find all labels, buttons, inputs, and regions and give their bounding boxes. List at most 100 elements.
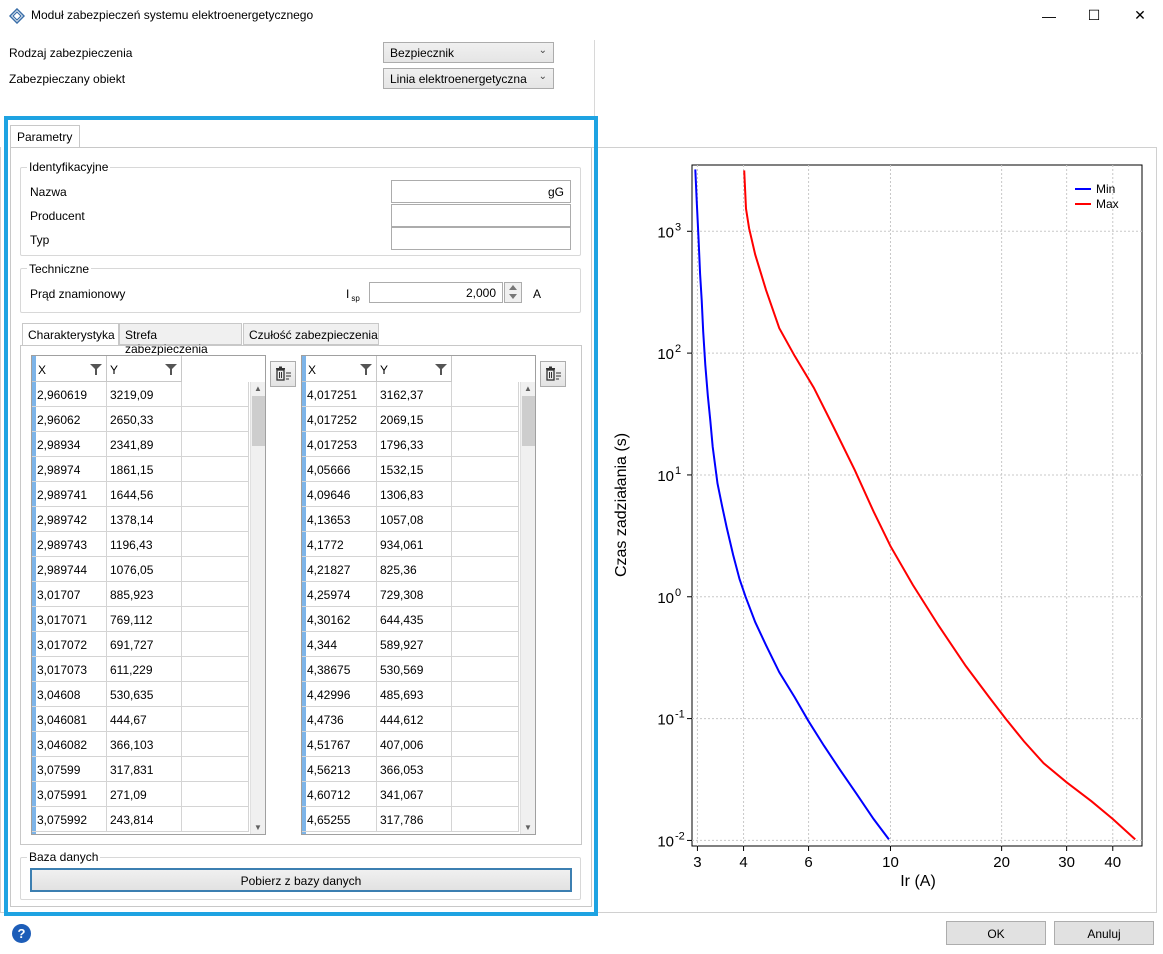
cell-x[interactable]: 4,13653 — [302, 507, 377, 532]
cell-y[interactable]: 444,612 — [377, 707, 452, 732]
cell-x[interactable]: 3,046082 — [32, 732, 107, 757]
cell-x[interactable]: 3,017072 — [32, 632, 107, 657]
cell-x[interactable]: 2,989744 — [32, 557, 107, 582]
table-row[interactable]: 4,60712 341,067 — [302, 782, 519, 807]
table-row[interactable]: 4,344 589,927 — [302, 632, 519, 657]
clear-table-button[interactable] — [540, 361, 566, 387]
clear-table-button[interactable] — [270, 361, 296, 387]
cell-empty[interactable] — [452, 707, 519, 732]
arrow-up-icon[interactable] — [509, 285, 517, 290]
cell-x[interactable]: 4,1772 — [302, 532, 377, 557]
cell-y[interactable]: 366,103 — [107, 732, 182, 757]
tab-characteristic[interactable]: Charakterystyka — [22, 323, 119, 346]
cell-y[interactable]: 2650,33 — [107, 407, 182, 432]
scroll-thumb[interactable] — [522, 396, 535, 446]
cell-x[interactable]: 4,21827 — [302, 557, 377, 582]
close-button[interactable]: ✕ — [1134, 7, 1146, 23]
cell-x[interactable]: 4,4736 — [302, 707, 377, 732]
cell-y[interactable]: 825,36 — [377, 557, 452, 582]
cell-x[interactable]: 3,04608 — [32, 682, 107, 707]
scroll-up-icon[interactable]: ▲ — [254, 384, 262, 393]
cell-y[interactable]: 611,229 — [107, 657, 182, 682]
table-row[interactable]: 4,05666 1532,15 — [302, 457, 519, 482]
cell-x[interactable]: 3,017071 — [32, 607, 107, 632]
table-row[interactable]: 4,017252 2069,15 — [302, 407, 519, 432]
cancel-button[interactable]: Anuluj — [1054, 921, 1154, 945]
table-row[interactable]: 4,09646 1306,83 — [302, 482, 519, 507]
table-row[interactable]: 2,989743 1196,43 — [32, 532, 249, 557]
table-row[interactable]: 3,017072 691,727 — [32, 632, 249, 657]
cell-y[interactable]: 530,569 — [377, 657, 452, 682]
table-row[interactable]: 4,30162 644,435 — [302, 607, 519, 632]
vertical-scrollbar[interactable]: ▲ ▼ — [250, 382, 265, 834]
cell-y[interactable]: 691,727 — [107, 632, 182, 657]
cell-x[interactable]: 4,56213 — [302, 757, 377, 782]
cell-empty[interactable] — [182, 757, 249, 782]
cell-y[interactable]: 366,053 — [377, 757, 452, 782]
cell-x[interactable]: 4,30162 — [302, 607, 377, 632]
cell-y[interactable]: 1196,43 — [107, 532, 182, 557]
column-header-x[interactable]: X — [302, 356, 377, 382]
cell-empty[interactable] — [182, 782, 249, 807]
filter-icon[interactable] — [90, 364, 102, 375]
name-field[interactable]: gG — [391, 180, 571, 203]
arrow-down-icon[interactable] — [509, 294, 517, 299]
cell-y[interactable]: 2069,15 — [377, 407, 452, 432]
cell-x[interactable]: 2,989742 — [32, 507, 107, 532]
tab-sensitivity[interactable]: Czułość zabezpieczenia — [243, 323, 379, 345]
cell-empty[interactable] — [182, 457, 249, 482]
cell-empty[interactable] — [182, 682, 249, 707]
table-row[interactable]: 3,046081 444,67 — [32, 707, 249, 732]
table-row[interactable]: 2,989742 1378,14 — [32, 507, 249, 532]
protection-type-select[interactable]: Bezpiecznik ⌄ — [383, 42, 554, 63]
table-row[interactable]: 4,65255 317,786 — [302, 807, 519, 832]
filter-icon[interactable] — [165, 364, 177, 375]
table-row[interactable]: 3,04608 530,635 — [32, 682, 249, 707]
cell-x[interactable]: 2,98974 — [32, 457, 107, 482]
table-row[interactable]: 4,56213 366,053 — [302, 757, 519, 782]
table-row[interactable]: 2,989741 1644,56 — [32, 482, 249, 507]
cell-x[interactable]: 4,344 — [302, 632, 377, 657]
table-row[interactable]: 4,25974 729,308 — [302, 582, 519, 607]
cell-empty[interactable] — [182, 732, 249, 757]
cell-x[interactable]: 2,989743 — [32, 532, 107, 557]
cell-x[interactable]: 2,98934 — [32, 432, 107, 457]
fetch-from-database-button[interactable]: Pobierz z bazy danych — [30, 868, 572, 892]
cell-empty[interactable] — [452, 657, 519, 682]
cell-y[interactable]: 769,112 — [107, 607, 182, 632]
cell-empty[interactable] — [182, 407, 249, 432]
cell-y[interactable]: 885,923 — [107, 582, 182, 607]
cell-empty[interactable] — [182, 382, 249, 407]
grid-max[interactable]: X Y 4,017251 3162,37 4,017252 2069,15 4,0172… — [301, 355, 536, 835]
cell-empty[interactable] — [452, 682, 519, 707]
cell-x[interactable]: 4,09646 — [302, 482, 377, 507]
cell-y[interactable]: 1532,15 — [377, 457, 452, 482]
cell-y[interactable]: 407,006 — [377, 732, 452, 757]
rated-current-stepper[interactable] — [504, 282, 522, 303]
table-row[interactable]: 3,075992 243,814 — [32, 807, 249, 832]
filter-icon[interactable] — [435, 364, 447, 375]
cell-y[interactable]: 2341,89 — [107, 432, 182, 457]
table-row[interactable]: 2,989744 1076,05 — [32, 557, 249, 582]
cell-y[interactable]: 317,786 — [377, 807, 452, 832]
cell-y[interactable]: 934,061 — [377, 532, 452, 557]
cell-x[interactable]: 2,96062 — [32, 407, 107, 432]
table-row[interactable]: 2,98934 2341,89 — [32, 432, 249, 457]
table-row[interactable]: 4,017253 1796,33 — [302, 432, 519, 457]
table-row[interactable]: 3,07599 317,831 — [32, 757, 249, 782]
cell-y[interactable]: 485,693 — [377, 682, 452, 707]
vertical-scrollbar[interactable]: ▲ ▼ — [520, 382, 535, 834]
minimize-button[interactable]: — — [1042, 7, 1056, 24]
cell-x[interactable]: 4,017253 — [302, 432, 377, 457]
cell-y[interactable]: 1057,08 — [377, 507, 452, 532]
cell-x[interactable]: 3,046081 — [32, 707, 107, 732]
cell-x[interactable]: 4,05666 — [302, 457, 377, 482]
cell-empty[interactable] — [182, 532, 249, 557]
cell-empty[interactable] — [182, 507, 249, 532]
table-row[interactable]: 4,38675 530,569 — [302, 657, 519, 682]
cell-y[interactable]: 3219,09 — [107, 382, 182, 407]
cell-y[interactable]: 271,09 — [107, 782, 182, 807]
cell-x[interactable]: 4,017251 — [302, 382, 377, 407]
cell-x[interactable]: 3,07599 — [32, 757, 107, 782]
cell-y[interactable]: 589,927 — [377, 632, 452, 657]
